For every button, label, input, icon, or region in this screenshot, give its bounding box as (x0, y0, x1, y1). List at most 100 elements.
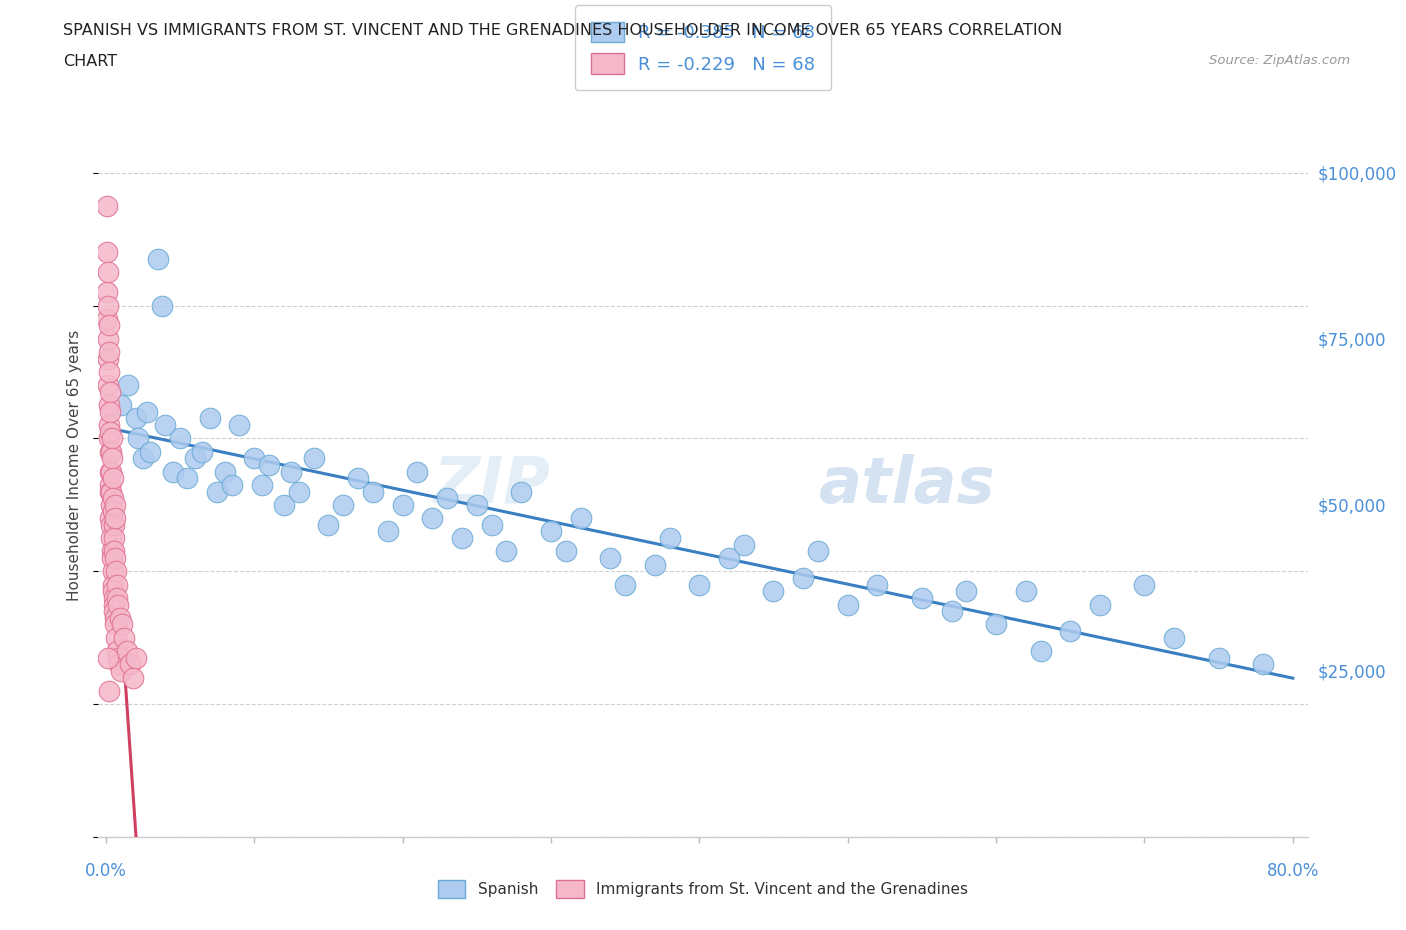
Point (97, 378, 120, 392)
Point (146, 252, 169, 267)
Point (98, 511, 121, 525)
Text: 0.0%: 0.0% (84, 862, 127, 880)
Point (257, 458, 280, 472)
Point (406, 464, 429, 479)
Point (733, 538, 755, 552)
Point (153, 418, 176, 432)
Point (118, 657, 141, 671)
Point (98, 485, 121, 499)
Point (243, 451, 266, 466)
Point (111, 617, 134, 631)
Point (100, 544, 122, 559)
Point (465, 498, 488, 512)
Point (96, 312, 118, 326)
Point (98, 445, 121, 459)
Text: CHART: CHART (63, 54, 117, 69)
Point (658, 531, 681, 546)
Point (1088, 597, 1111, 612)
Point (377, 524, 399, 538)
Point (614, 578, 637, 592)
Point (955, 584, 977, 599)
Point (104, 610, 127, 625)
Point (273, 498, 295, 512)
Point (1208, 650, 1230, 665)
Point (110, 663, 132, 678)
Point (540, 524, 562, 538)
Point (97, 684, 120, 698)
Point (1059, 624, 1081, 639)
Point (100, 498, 122, 512)
Text: Source: ZipAtlas.com: Source: ZipAtlas.com (1209, 54, 1350, 67)
Point (103, 591, 125, 605)
Point (184, 451, 207, 466)
Point (1133, 578, 1156, 592)
Point (228, 418, 250, 432)
Point (98, 365, 121, 379)
Point (105, 644, 128, 658)
Point (101, 564, 124, 578)
Point (98, 424, 121, 439)
Point (105, 578, 128, 592)
Point (569, 511, 592, 525)
Point (104, 498, 127, 512)
Point (688, 578, 710, 592)
Point (100, 445, 122, 459)
Point (280, 464, 302, 479)
Point (198, 411, 221, 426)
Point (101, 551, 124, 565)
Point (100, 485, 122, 499)
Point (124, 411, 146, 426)
Point (107, 597, 129, 612)
Point (107, 650, 129, 665)
Point (107, 591, 129, 605)
Point (150, 299, 173, 313)
Point (717, 551, 740, 565)
Point (807, 544, 830, 559)
Text: 80.0%: 80.0% (1267, 862, 1319, 880)
Point (176, 471, 198, 485)
Point (941, 604, 963, 618)
Point (451, 531, 474, 546)
Point (97, 352, 120, 366)
Point (97, 418, 120, 432)
Point (97, 299, 120, 313)
Point (97, 318, 120, 333)
Point (495, 544, 517, 559)
Point (162, 464, 184, 479)
Point (100, 531, 122, 546)
Point (105, 631, 128, 645)
Point (169, 431, 191, 445)
Point (984, 617, 1007, 631)
Point (191, 445, 214, 459)
Point (554, 544, 576, 559)
Point (104, 551, 127, 565)
Y-axis label: Householder Income Over 65 years: Householder Income Over 65 years (67, 329, 83, 601)
Point (481, 517, 503, 532)
Point (318, 517, 340, 532)
Point (103, 504, 125, 519)
Point (1015, 584, 1038, 599)
Point (221, 477, 243, 492)
Point (132, 451, 155, 466)
Point (104, 511, 127, 525)
Point (97, 398, 120, 413)
Point (97, 650, 120, 665)
Point (1029, 644, 1052, 658)
Point (792, 570, 814, 585)
Point (103, 604, 125, 618)
Point (837, 597, 859, 612)
Point (97, 345, 120, 360)
Text: SPANISH VS IMMIGRANTS FROM ST. VINCENT AND THE GRENADINES HOUSEHOLDER INCOME OVE: SPANISH VS IMMIGRANTS FROM ST. VINCENT A… (63, 23, 1063, 38)
Point (866, 578, 889, 592)
Point (599, 551, 621, 565)
Point (117, 378, 139, 392)
Point (103, 597, 125, 612)
Point (97, 331, 120, 346)
Point (644, 557, 666, 572)
Point (98, 464, 121, 479)
Point (762, 584, 785, 599)
Point (124, 650, 146, 665)
Point (103, 531, 125, 546)
Point (98, 405, 121, 419)
Point (96, 198, 118, 213)
